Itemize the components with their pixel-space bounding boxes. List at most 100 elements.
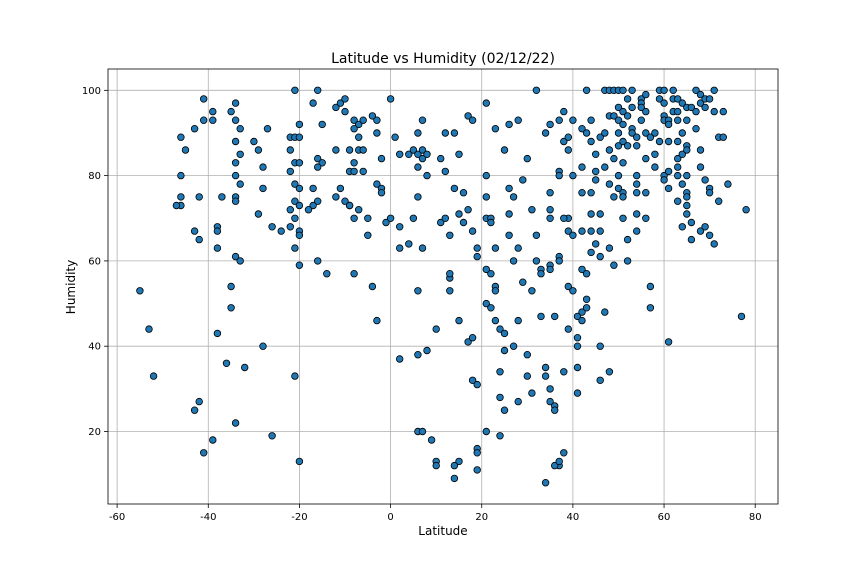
data-point xyxy=(683,116,691,124)
data-point xyxy=(446,287,454,295)
chart-title: Latitude vs Humidity (02/12/22) xyxy=(331,51,555,67)
data-point xyxy=(546,120,554,129)
data-point xyxy=(500,346,509,355)
data-point xyxy=(564,325,572,333)
data-point xyxy=(578,163,586,171)
data-point xyxy=(482,171,490,180)
data-point xyxy=(231,99,240,107)
data-point xyxy=(509,193,518,201)
data-point xyxy=(696,99,705,107)
data-point xyxy=(195,397,203,406)
data-point xyxy=(514,397,522,406)
data-point xyxy=(683,193,691,201)
data-point xyxy=(136,287,144,295)
data-point xyxy=(560,368,568,376)
data-point xyxy=(582,129,591,137)
data-point xyxy=(286,167,294,176)
data-point xyxy=(231,197,240,205)
data-point xyxy=(286,205,294,214)
data-point xyxy=(295,261,304,269)
data-point xyxy=(674,95,682,103)
data-point xyxy=(473,466,481,474)
data-point xyxy=(423,150,431,158)
data-point xyxy=(482,427,490,436)
y-tick-label: 20 xyxy=(88,427,101,438)
y-axis-ticks: 20 40 60 80 100 xyxy=(82,86,108,438)
data-point xyxy=(637,103,645,112)
data-point xyxy=(286,146,294,154)
data-point xyxy=(724,180,732,188)
data-point xyxy=(573,363,582,372)
data-point xyxy=(359,146,367,154)
data-point xyxy=(674,197,682,205)
data-point xyxy=(437,154,445,163)
data-point xyxy=(195,235,203,244)
data-point xyxy=(532,257,541,265)
data-point xyxy=(623,112,632,120)
data-point xyxy=(318,120,326,129)
data-point xyxy=(350,270,358,278)
data-point xyxy=(701,223,709,231)
data-point xyxy=(642,188,650,197)
data-point xyxy=(596,210,604,218)
data-point xyxy=(555,457,563,466)
data-point xyxy=(505,120,513,129)
data-point xyxy=(578,227,586,235)
data-point xyxy=(696,227,705,235)
data-point xyxy=(505,231,513,239)
data-point xyxy=(487,270,495,278)
data-point xyxy=(423,171,431,180)
data-point xyxy=(455,316,463,325)
data-point xyxy=(642,129,650,137)
data-point xyxy=(651,129,659,137)
data-point xyxy=(564,133,572,141)
x-axis-ticks: -60 -40 -20 0 20 40 60 80 xyxy=(109,504,762,523)
x-tick-label: 20 xyxy=(475,512,488,523)
data-point xyxy=(578,124,586,133)
data-point xyxy=(601,308,609,316)
data-point xyxy=(710,86,718,94)
data-point xyxy=(587,227,595,235)
data-point xyxy=(637,116,645,124)
data-point xyxy=(582,304,591,312)
data-point xyxy=(683,146,691,154)
data-point xyxy=(619,214,627,222)
data-point xyxy=(674,163,682,171)
data-point xyxy=(418,244,427,252)
data-point xyxy=(619,107,627,116)
data-point xyxy=(218,193,226,201)
data-point xyxy=(696,163,705,171)
data-point xyxy=(651,163,659,171)
data-point xyxy=(582,295,591,303)
data-point xyxy=(291,372,299,380)
data-point xyxy=(500,329,509,338)
data-point xyxy=(491,287,500,295)
data-point xyxy=(236,124,244,133)
data-point xyxy=(373,116,381,124)
data-point xyxy=(373,180,381,188)
data-point xyxy=(519,176,527,184)
data-point xyxy=(414,351,422,359)
data-point xyxy=(573,312,582,321)
data-point xyxy=(500,406,509,414)
x-tick-label: 80 xyxy=(749,512,762,523)
data-point xyxy=(541,479,550,487)
data-point xyxy=(633,227,641,235)
data-point xyxy=(569,231,577,239)
data-point xyxy=(701,103,709,112)
data-point xyxy=(345,201,354,210)
data-point xyxy=(464,112,472,120)
data-point xyxy=(441,214,449,222)
data-point xyxy=(391,133,399,141)
data-point xyxy=(199,449,208,457)
data-point xyxy=(578,188,586,197)
data-point xyxy=(350,214,358,222)
data-point xyxy=(674,137,682,146)
data-point xyxy=(537,312,545,321)
data-point xyxy=(250,137,258,146)
data-point xyxy=(655,95,664,103)
data-point xyxy=(468,116,477,124)
data-point xyxy=(509,257,518,265)
data-point xyxy=(236,180,244,188)
data-point xyxy=(473,244,481,252)
